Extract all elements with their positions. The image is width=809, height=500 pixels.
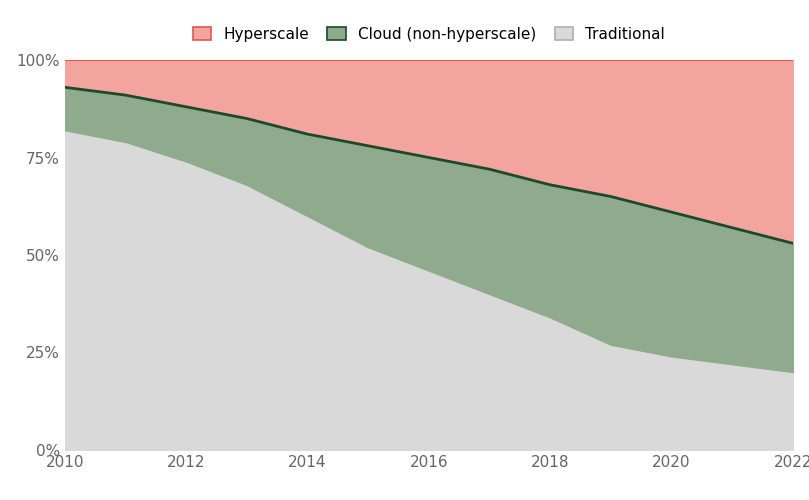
Legend: Hyperscale, Cloud (non-hyperscale), Traditional: Hyperscale, Cloud (non-hyperscale), Trad… (187, 21, 671, 48)
